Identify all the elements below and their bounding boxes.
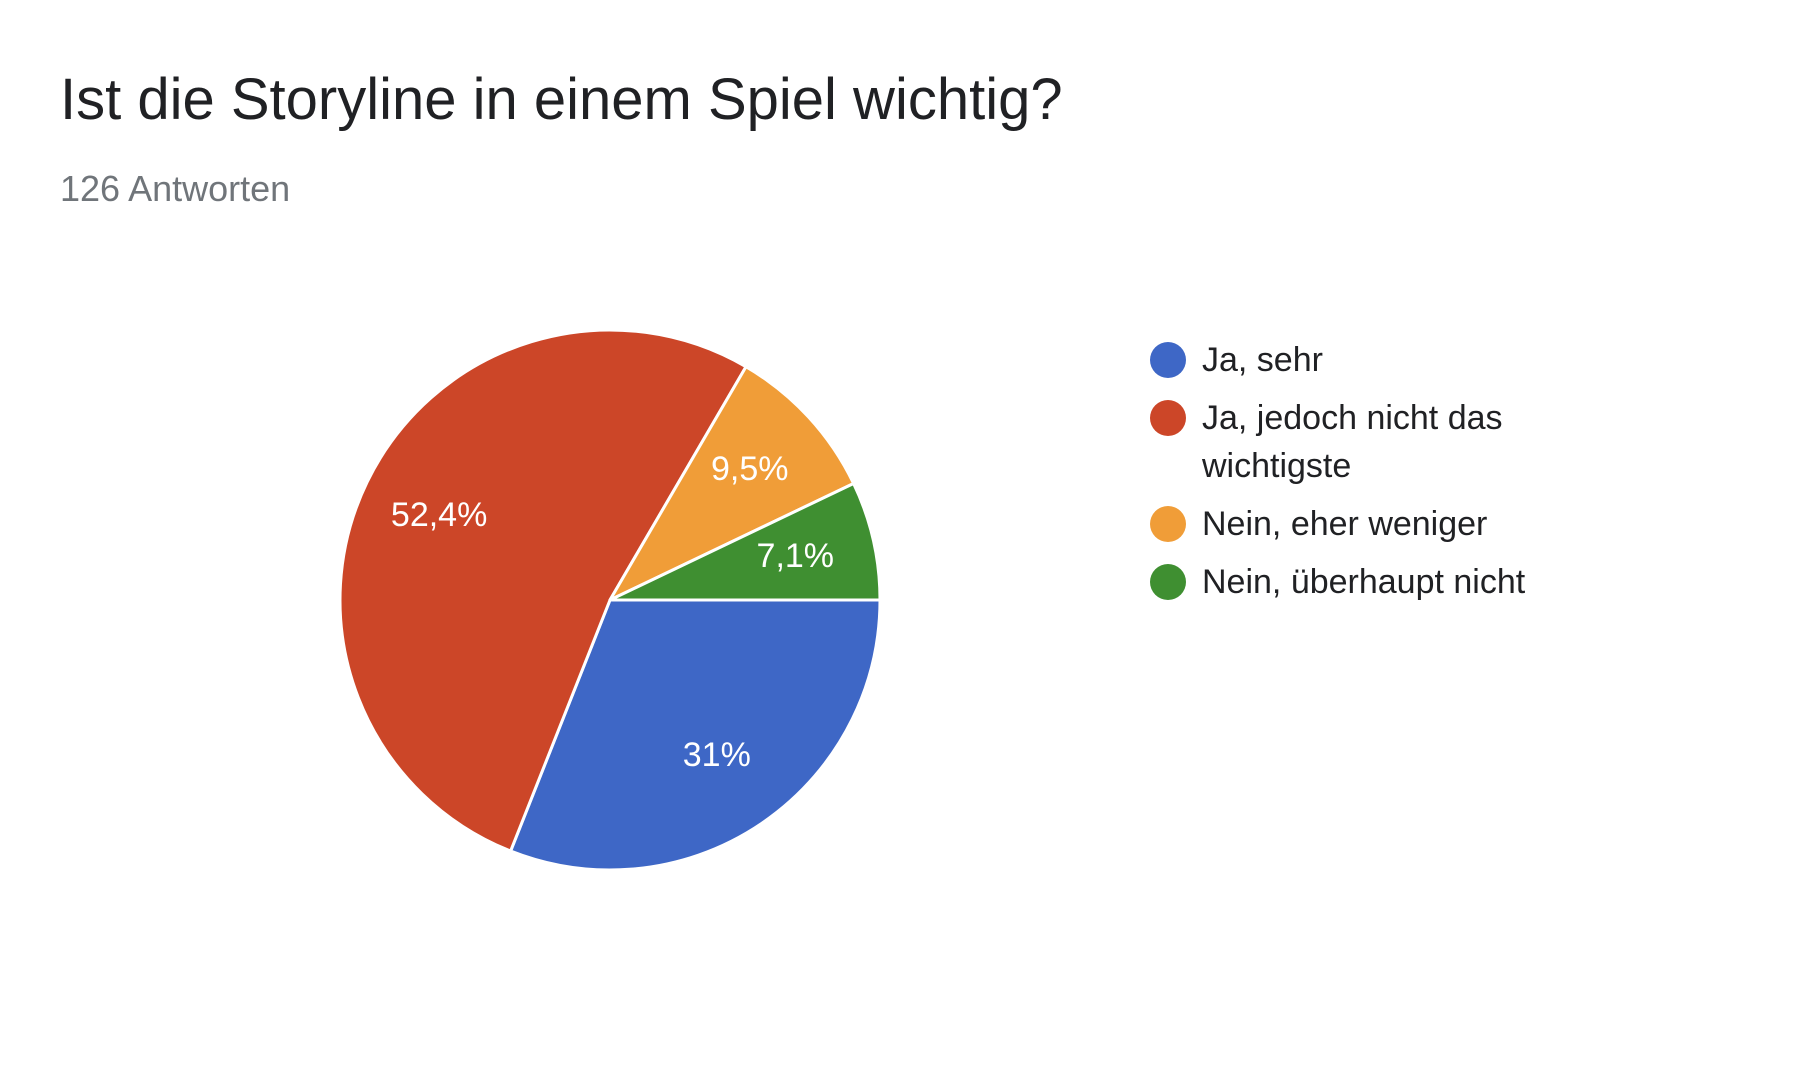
legend-swatch-icon bbox=[1150, 564, 1186, 600]
slice-percent-label-3: 7,1% bbox=[757, 537, 835, 575]
legend-label: Ja, sehr bbox=[1202, 341, 1323, 379]
legend-item-1[interactable]: Ja, jedoch nicht das wichtigste bbox=[1150, 394, 1590, 490]
legend-item-2[interactable]: Nein, eher weniger bbox=[1150, 500, 1590, 548]
slice-percent-label-0: 31% bbox=[683, 736, 751, 774]
question-title: Ist die Storyline in einem Spiel wichtig… bbox=[60, 67, 1063, 132]
pie-slice-0[interactable] bbox=[509, 598, 882, 872]
pie-slice-3[interactable] bbox=[608, 482, 882, 602]
legend-label: Nein, eher weniger bbox=[1202, 505, 1488, 543]
chart-legend: Ja, sehr Ja, jedoch nicht das wichtigste N… bbox=[1150, 336, 1590, 616]
slice-percent-label-2: 9,5% bbox=[711, 450, 789, 488]
pie-chart: 31% 52,4% 9,5% 7,1% bbox=[338, 328, 882, 872]
pie-slice-1[interactable] bbox=[338, 328, 748, 853]
legend-swatch-icon bbox=[1150, 342, 1186, 378]
legend-label: Ja, jedoch nicht das wichtigste bbox=[1202, 399, 1503, 485]
legend-swatch-icon bbox=[1150, 400, 1186, 436]
response-count: 126 Antworten bbox=[60, 168, 291, 209]
pie-slice-2[interactable] bbox=[608, 365, 856, 602]
legend-item-0[interactable]: Ja, sehr bbox=[1150, 336, 1590, 384]
slice-percent-label-1: 52,4% bbox=[391, 496, 487, 534]
legend-item-3[interactable]: Nein, überhaupt nicht bbox=[1150, 558, 1590, 606]
legend-swatch-icon bbox=[1150, 506, 1186, 542]
legend-label: Nein, überhaupt nicht bbox=[1202, 563, 1526, 601]
